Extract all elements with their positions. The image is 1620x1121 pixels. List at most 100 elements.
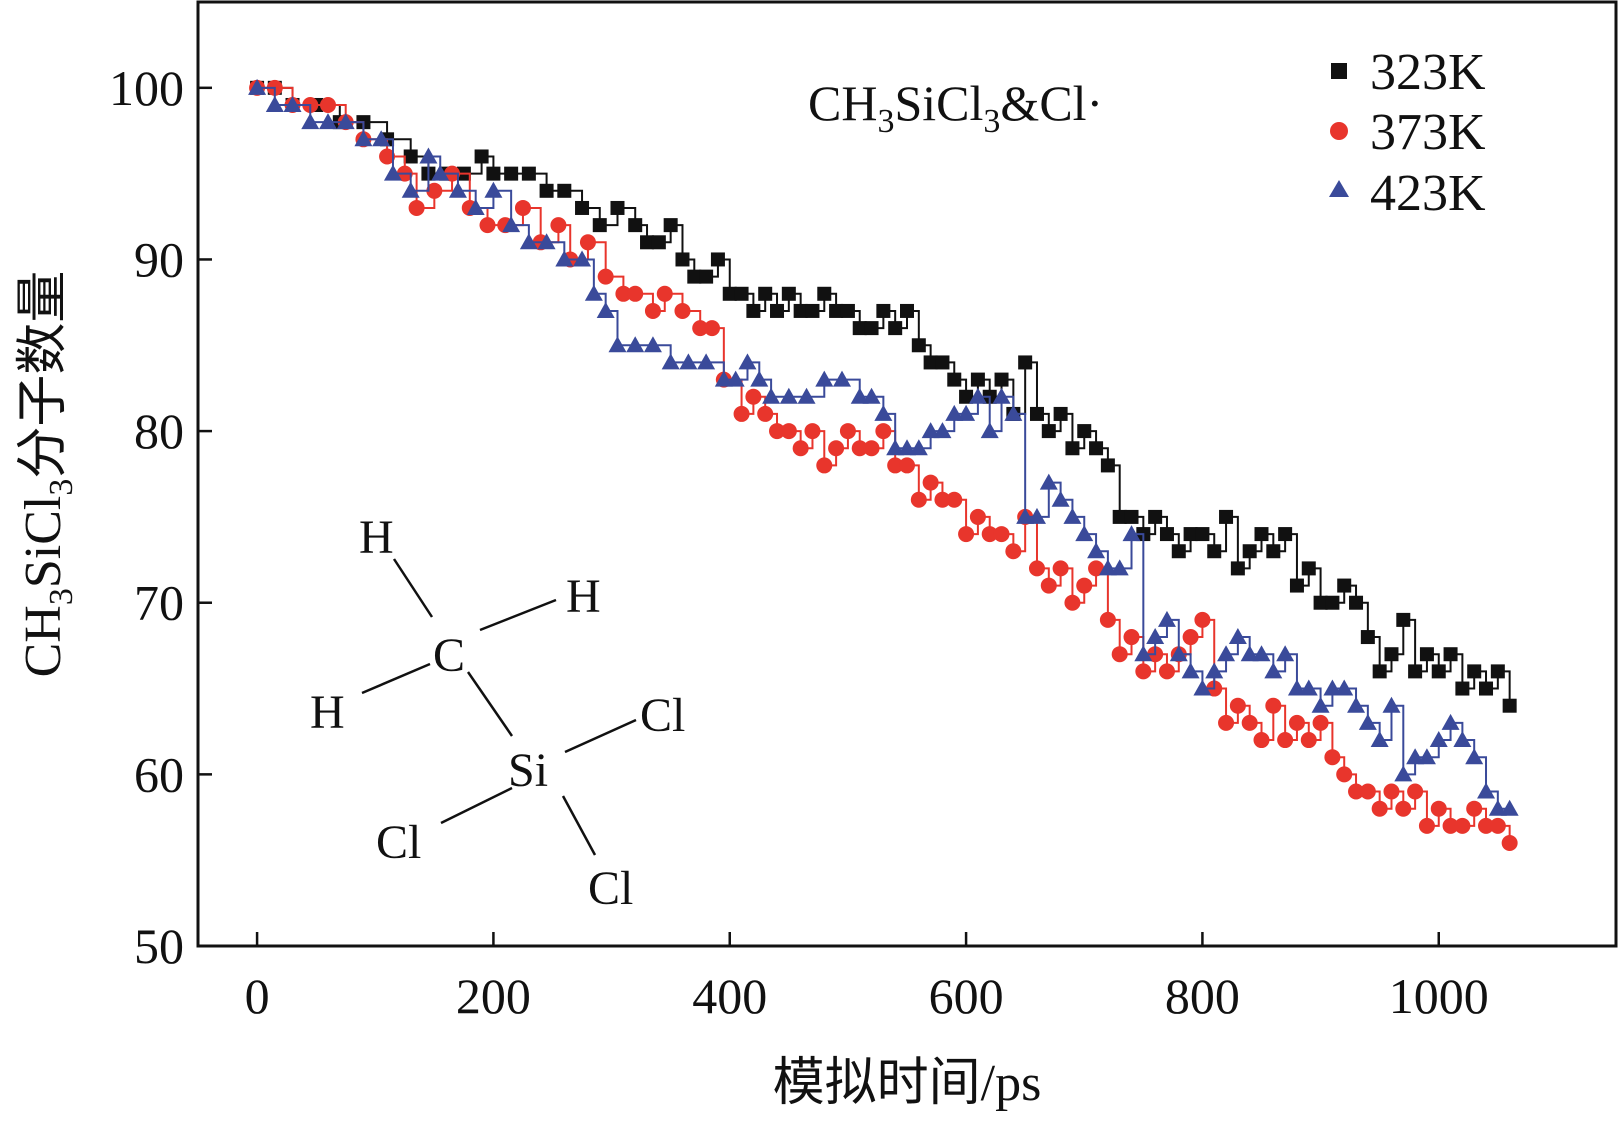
data-point-323k [557,183,572,198]
atom-h-right: H [566,570,601,623]
data-point-373k [1478,817,1495,834]
data-point-323k [539,183,554,198]
data-point-323k [710,252,725,267]
data-point-423k [1417,748,1436,765]
x-tick-label: 600 [929,968,1004,1024]
data-point-323k [829,303,844,318]
data-point-323k [1278,527,1293,542]
data-point-423k [1193,679,1212,696]
data-point-373k [644,302,661,319]
data-point-423k [608,336,627,353]
data-point-323k [1337,578,1352,593]
data-point-323k [793,303,808,318]
data-point-423k [968,387,987,404]
data-point-323k [1455,681,1470,696]
plot-frame [196,0,1618,948]
data-point-423k [1347,696,1366,713]
data-point-323k [1467,664,1482,679]
data-point-423k [626,336,645,353]
data-point-373k [1418,817,1435,834]
data-point-423k [697,353,716,370]
data-point-373k [1489,817,1506,834]
data-point-323k [888,321,903,336]
data-point-423k [1063,507,1082,524]
data-point-373k [1099,611,1116,628]
data-point-323k [864,321,879,336]
data-point-423k [779,387,798,404]
data-point-323k [1029,406,1044,421]
atom-cl-right: Cl [640,689,685,742]
data-point-373k [1241,714,1258,731]
data-point-423k [1276,645,1295,662]
data-point-373k [733,405,750,422]
data-point-323k [1242,544,1257,559]
data-point-423k [1157,610,1176,627]
data-point-323k [1112,509,1127,524]
data-point-373k [1040,577,1057,594]
data-point-323k [1289,578,1304,593]
data-point-323k [1077,424,1092,439]
legend-marker-373k [1330,122,1348,140]
atom-h-left: H [310,686,345,739]
data-point-423k [502,216,521,233]
data-point-323k [1195,527,1210,542]
data-point-423k [1287,679,1306,696]
data-point-373k [692,320,709,337]
data-point-423k [1394,765,1413,782]
data-point-423k [957,404,976,421]
y-tick-label: 50 [134,918,184,974]
data-point-323k [1419,647,1434,662]
data-point-323k [1053,406,1068,421]
data-point-423k [1146,628,1165,645]
x-tick-label: 800 [1165,968,1240,1024]
data-point-423k [1004,404,1023,421]
data-point-373k [1076,577,1093,594]
data-point-423k [431,164,450,181]
data-point-373k [1253,732,1270,749]
data-point-323k [1230,561,1245,576]
data-point-373k [981,526,998,543]
data-point-373k [408,199,425,216]
data-point-323k [1396,612,1411,627]
data-point-323k [640,235,655,250]
data-point-423k [1205,662,1224,679]
data-point-373k [792,440,809,457]
data-point-373k [1111,646,1128,663]
data-point-373k [946,491,963,508]
data-point-423k [401,181,420,198]
data-point-423k [466,198,485,215]
data-point-323k [1219,509,1234,524]
bond-si-cl-left [440,786,513,825]
bond-c-h-right [479,598,557,632]
data-point-423k [1217,645,1236,662]
data-point-373k [1088,560,1105,577]
data-point-323k [781,286,796,301]
data-point-373k [1052,560,1069,577]
data-point-323k [1100,458,1115,473]
data-point-423k [643,336,662,353]
data-point-373k [1312,714,1329,731]
data-point-323k [610,200,625,215]
data-point-323k [1490,664,1505,679]
atom-c: C [433,629,465,682]
data-point-423k [383,164,402,181]
legend: 323K 373K 423K [1329,44,1486,222]
data-point-423k [945,404,964,421]
bond-si-cl-bottom [561,795,597,856]
data-point-323k [770,303,785,318]
data-point-323k [1018,355,1033,370]
data-point-423k [714,370,733,387]
data-point-423k [537,233,556,250]
data-point-423k [1500,799,1519,816]
data-point-323k [817,286,832,301]
atom-cl-left: Cl [376,816,421,869]
data-point-423k [1122,525,1141,542]
x-axis-ticks: 0 200 400 600 800 1000 [245,932,1489,1024]
data-point-373k [1348,783,1365,800]
data-point-423k [1181,662,1200,679]
x-tick-label: 400 [692,968,767,1024]
data-point-373k [745,388,762,405]
data-point-373k [899,457,915,474]
data-point-373k [1265,697,1282,714]
data-point-373k [1466,800,1483,817]
